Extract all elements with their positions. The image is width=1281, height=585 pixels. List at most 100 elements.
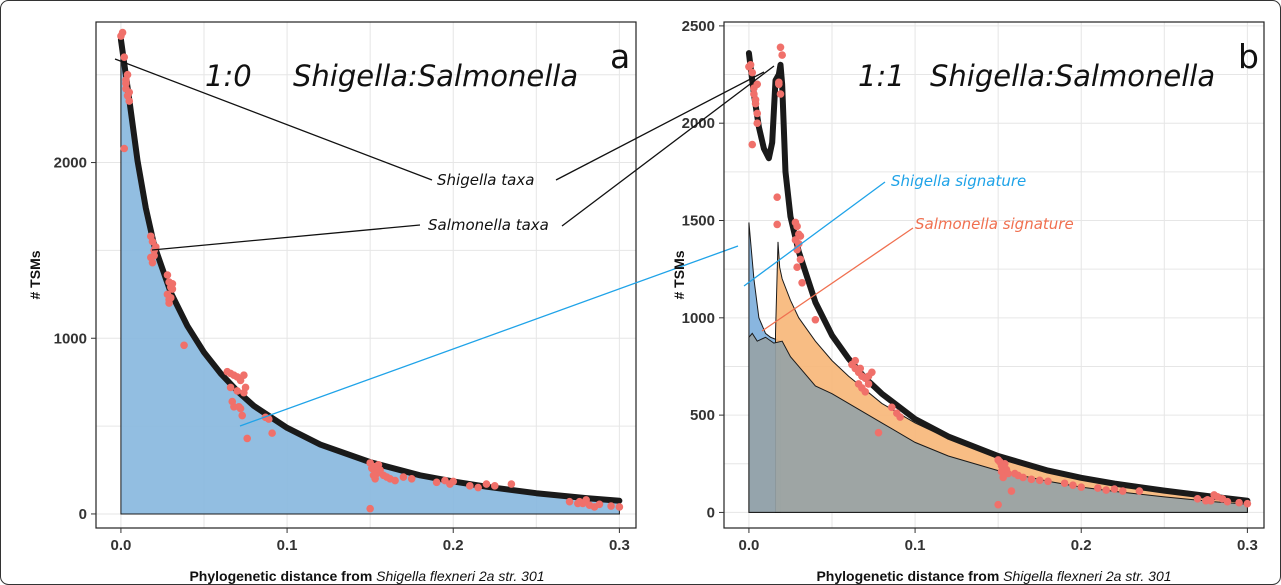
data-point	[399, 473, 408, 481]
data-point	[391, 476, 399, 485]
data-point	[1102, 486, 1110, 494]
data-point	[798, 278, 806, 287]
data-point	[1035, 476, 1044, 485]
data-point	[748, 140, 757, 149]
data-point	[793, 263, 801, 272]
data-point	[1077, 483, 1086, 491]
data-point	[507, 480, 516, 488]
data-point	[791, 236, 800, 244]
data-point	[856, 364, 865, 373]
shigella-taxa-label: Shigella taxa	[437, 171, 534, 189]
data-point	[776, 43, 785, 52]
data-point	[868, 368, 876, 377]
salmonella-signature-label: Salmonella signature	[915, 215, 1074, 233]
data-point	[233, 387, 242, 395]
panel-a: 0.0 0.1 0.2 0.3 0 1000 2000 1:0 Shigella:Salm…	[27, 21, 739, 584]
line-total	[745, 50, 1251, 504]
panel-a-points	[117, 28, 624, 513]
x-tick-label: 0.2	[1071, 537, 1092, 554]
area-overlap	[748, 332, 1248, 513]
panel-b-x-axis-title-text: Phylogenetic distance from	[816, 568, 999, 584]
y-tick-label: 500	[690, 407, 715, 424]
data-point	[152, 243, 160, 251]
data-point	[1118, 487, 1127, 495]
panel-a-x-axis-title: Phylogenetic distance from Shigella flex…	[189, 568, 544, 584]
data-point	[776, 90, 785, 98]
data-point	[753, 80, 762, 89]
data-point	[1001, 459, 1009, 468]
data-point	[1203, 495, 1212, 504]
data-point	[226, 383, 235, 392]
panel-b-letter: b	[1238, 37, 1259, 76]
shigella-signature-label: Shigella signature	[891, 172, 1026, 190]
data-point	[449, 477, 458, 486]
data-point	[874, 428, 883, 437]
data-point	[235, 402, 243, 411]
data-point	[243, 434, 251, 443]
data-point	[407, 475, 416, 483]
data-point	[997, 467, 1006, 476]
data-point	[1027, 475, 1036, 484]
data-point	[773, 193, 781, 201]
data-point	[148, 258, 157, 267]
data-point	[240, 371, 248, 379]
panel-a-letter: a	[610, 37, 630, 76]
data-point	[1060, 479, 1069, 488]
panel-b-points	[745, 43, 1252, 509]
panel-a-title-ratio: 1:0	[205, 59, 252, 93]
data-point	[778, 51, 786, 59]
panel-b-y-axis-title: # TSMs	[671, 250, 687, 299]
data-point	[775, 78, 783, 87]
data-point	[123, 91, 132, 100]
data-point	[1094, 484, 1102, 492]
y-tick-label: 1000	[682, 310, 715, 327]
panel-b-y-ticks: 05001000150020002500	[682, 18, 724, 521]
panel-b-frame	[723, 21, 1265, 529]
panel-b: 0.00.10.20.3 05001000150020002500 1:1 Sh…	[555, 18, 1265, 584]
data-point	[1223, 497, 1232, 506]
salmonella-signature-leader-b	[761, 227, 914, 332]
shigella-signature-leader-a	[239, 245, 739, 427]
data-point	[432, 478, 441, 487]
x-tick-label: 0.1	[277, 537, 298, 554]
panel-a-y-ticks: 0 1000 2000	[54, 155, 96, 523]
data-point	[1069, 481, 1077, 489]
data-point	[118, 28, 127, 37]
data-point	[793, 222, 801, 231]
data-point	[575, 497, 584, 506]
x-tick-label: 0.1	[905, 537, 926, 554]
data-point	[811, 315, 820, 324]
salmonella-taxa-leader-b	[561, 65, 775, 227]
panel-b-areas	[748, 222, 1248, 513]
data-point	[122, 76, 130, 84]
data-point	[1193, 495, 1202, 503]
data-point	[268, 429, 276, 437]
data-point	[366, 504, 374, 513]
data-point	[122, 84, 130, 93]
panel-a-y-axis-title: # TSMs	[27, 250, 43, 299]
panel-b-title-label: Shigella:Salmonella	[930, 59, 1215, 93]
data-point	[595, 500, 604, 509]
data-point	[1044, 477, 1052, 486]
salmonella-taxa-leader-a	[151, 224, 421, 251]
data-point	[1235, 498, 1243, 507]
data-point	[864, 380, 873, 388]
data-point	[241, 383, 250, 392]
salmonella-taxa-label: Salmonella taxa	[428, 216, 549, 234]
y-tick-label: 0	[79, 506, 87, 523]
data-point	[896, 413, 904, 421]
panel-a-x-axis-title-species: Shigella flexneri 2a str. 301	[376, 568, 544, 584]
data-point	[615, 503, 624, 511]
data-point	[120, 144, 129, 153]
data-point	[1007, 487, 1016, 495]
data-point	[482, 480, 491, 488]
data-point	[466, 482, 474, 490]
panel-a-x-ticks: 0.0 0.1 0.2 0.3	[110, 528, 630, 554]
data-point	[746, 61, 755, 69]
data-point	[165, 295, 173, 304]
panel-b-grid	[724, 22, 1264, 528]
y-tick-label: 2500	[682, 18, 715, 35]
data-point	[238, 411, 247, 420]
panel-b-x-ticks: 0.0 0.1 0.2 0.3	[738, 528, 1258, 554]
